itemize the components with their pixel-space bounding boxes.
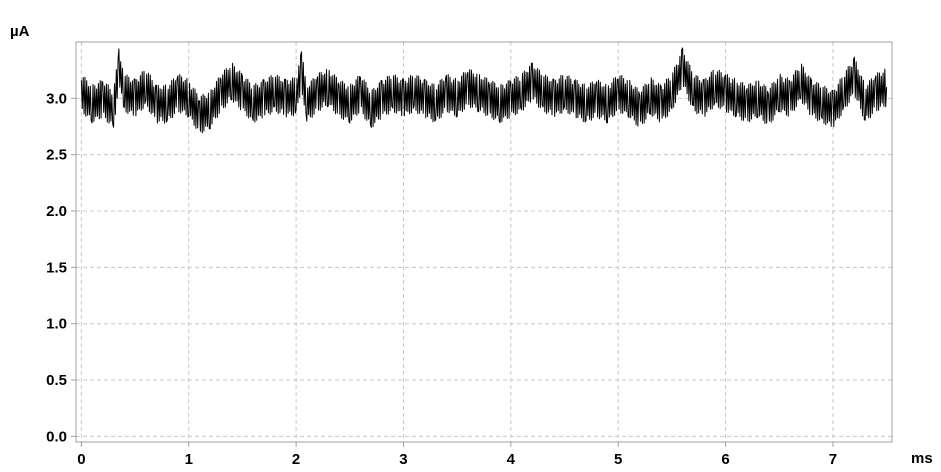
y-tick-label: 0.0 [46, 428, 67, 445]
y-axis-ticks: 0.0 0.5 1.0 1.5 2.0 2.5 3.0 [46, 90, 76, 445]
x-tick-label: 5 [614, 451, 622, 468]
grid [76, 42, 892, 442]
x-tick-label: 7 [829, 451, 837, 468]
x-tick-label: 3 [399, 451, 407, 468]
y-tick-label: 1.0 [46, 316, 67, 333]
y-tick-label: 1.5 [46, 259, 67, 276]
current-series-line [80, 47, 888, 134]
x-axis-unit-label: ms [911, 450, 933, 467]
x-tick-label: 6 [721, 451, 729, 468]
series-group [80, 47, 888, 134]
x-tick-label: 2 [292, 451, 300, 468]
x-tick-label: 1 [185, 451, 193, 468]
plot-frame [75, 41, 893, 443]
y-axis-unit-label: µA [10, 23, 30, 40]
y-tick-label: 3.0 [46, 90, 67, 107]
y-tick-label: 0.5 [46, 372, 67, 389]
x-axis-ticks: 0 1 2 3 4 5 6 7 [77, 442, 837, 468]
y-tick-label: 2.5 [46, 147, 67, 164]
x-tick-label: 0 [77, 451, 85, 468]
y-tick-label: 2.0 [46, 203, 67, 220]
x-tick-label: 4 [507, 451, 516, 468]
